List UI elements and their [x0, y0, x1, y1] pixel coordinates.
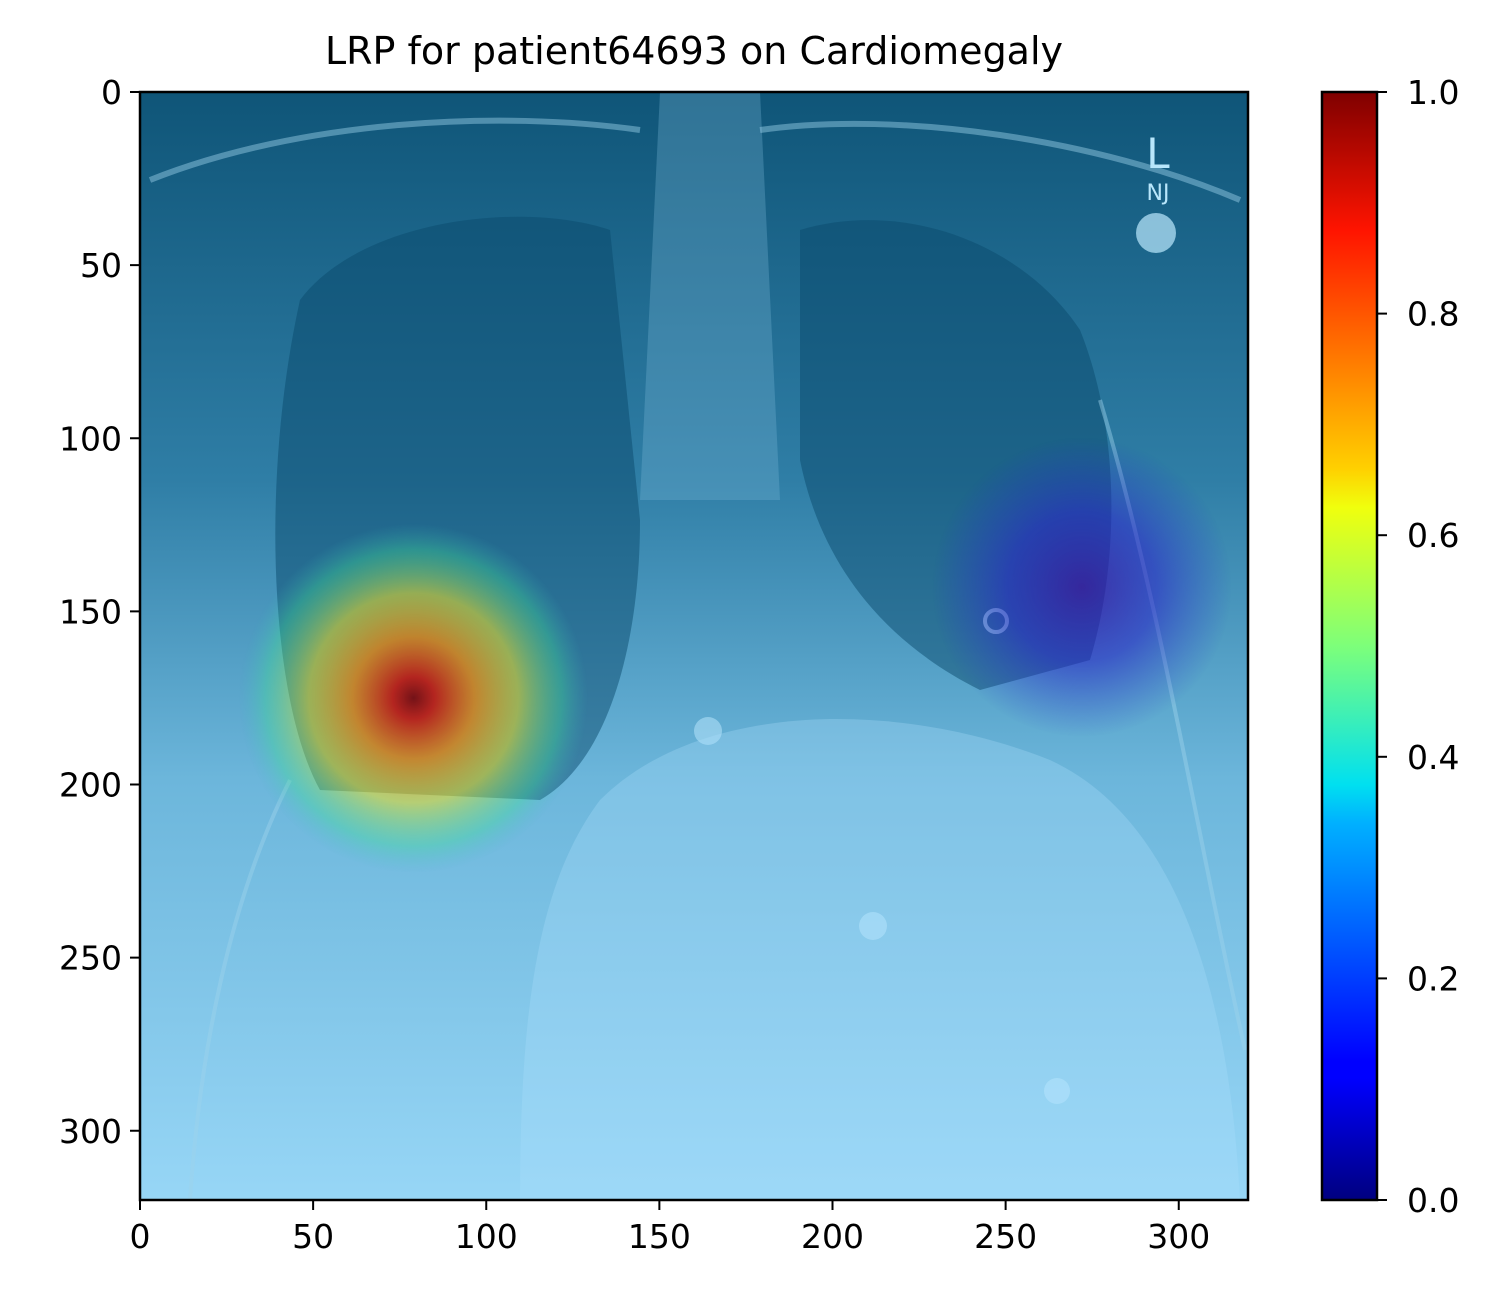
x-tick-label: 250 [974, 1217, 1037, 1256]
heatmap-hotspot [239, 523, 589, 873]
x-axis: 0 50 100 150 200 250 300 [130, 1200, 1210, 1256]
colorbar-axis: 0.0 0.2 0.4 0.6 0.8 1.0 [1377, 73, 1459, 1220]
y-tick-label: 300 [59, 1112, 122, 1151]
y-tick-label: 0 [101, 73, 122, 112]
heatmap-hotspot [932, 437, 1232, 737]
x-tick-label: 0 [130, 1217, 151, 1256]
colorbar-tick-label: 0.6 [1407, 516, 1459, 555]
y-tick-label: 200 [59, 766, 122, 805]
x-tick-label: 50 [292, 1217, 334, 1256]
x-tick-label: 150 [628, 1217, 691, 1256]
colorbar [1320, 90, 1379, 1202]
xray-annotation-l: L [1146, 129, 1170, 178]
colorbar-tick-label: 0.4 [1407, 738, 1459, 777]
colorbar-tick-label: 1.0 [1407, 73, 1459, 112]
x-tick-label: 100 [455, 1217, 518, 1256]
y-tick-label: 150 [59, 592, 122, 631]
colorbar-tick-label: 0.2 [1407, 959, 1459, 998]
y-axis: 0 50 100 150 200 250 300 [59, 73, 140, 1151]
x-tick-label: 200 [801, 1217, 864, 1256]
y-tick-label: 250 [59, 939, 122, 978]
chart-title: LRP for patient64693 on Cardiomegaly [325, 29, 1063, 73]
plot-frame [138, 90, 1250, 1202]
x-tick-label: 300 [1147, 1217, 1210, 1256]
y-tick-label: 50 [80, 246, 122, 285]
xray-annotation-nj: NJ [1147, 181, 1170, 206]
plot-area: L NJ [140, 92, 1248, 1200]
heatmap-overlay [239, 437, 1232, 873]
y-tick-label: 100 [59, 419, 122, 458]
colorbar-tick-label: 0.0 [1407, 1181, 1459, 1220]
colorbar-tick-label: 0.8 [1407, 295, 1459, 334]
